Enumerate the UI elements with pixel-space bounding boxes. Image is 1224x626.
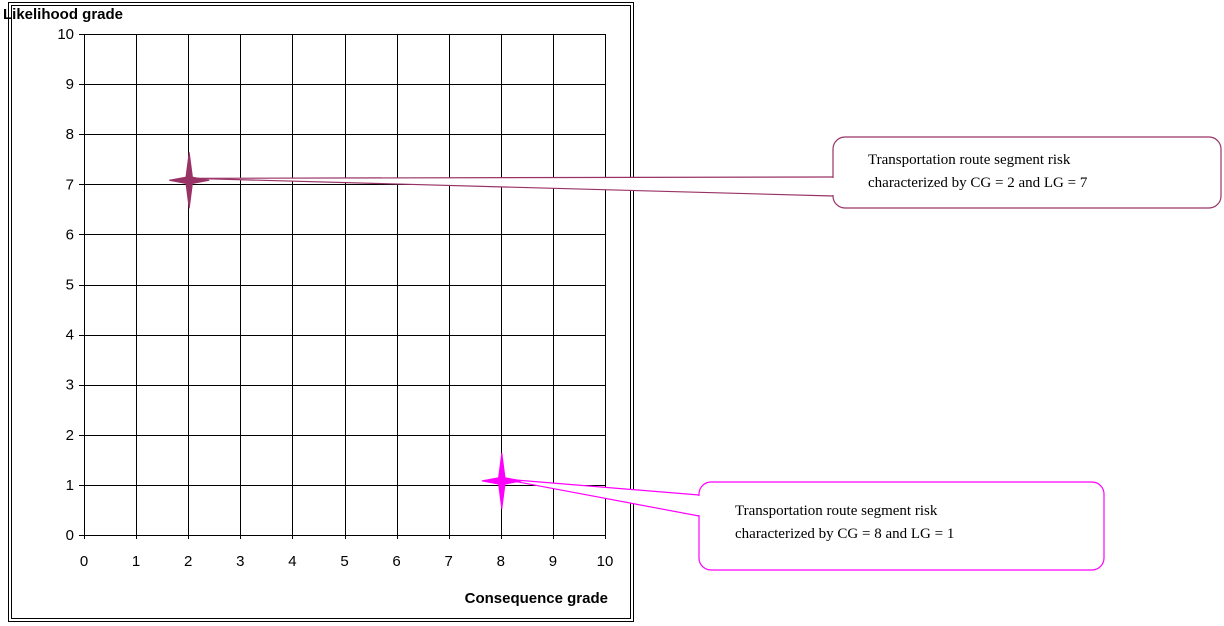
y-tick-label: 8 (66, 126, 74, 143)
callouts: Transportation route segment risk charact… (189, 136, 1222, 571)
markers (169, 152, 522, 509)
chart-frame (8, 2, 634, 622)
callout-text-line: characterized by CG = 8 and LG = 1 (735, 526, 954, 542)
callout-pointer (501, 478, 700, 517)
x-tick-label: 9 (549, 553, 557, 570)
y-tick-label: 0 (66, 527, 74, 544)
x-tick-label: 6 (392, 553, 400, 570)
x-tick-label: 4 (288, 553, 296, 570)
callout-box (832, 136, 1222, 209)
x-tick-label: 10 (597, 553, 614, 570)
callout-text-line: Transportation route segment risk (868, 152, 1071, 168)
chart-frame-inner (11, 5, 631, 619)
y-axis-title: Likelihood grade (3, 6, 123, 23)
x-tick-label: 0 (80, 553, 88, 570)
x-tick-label: 7 (445, 553, 453, 570)
x-tick-label: 2 (184, 553, 192, 570)
y-tick-label: 9 (66, 76, 74, 93)
data-point-star (481, 452, 522, 509)
x-axis-title: Consequence grade (465, 590, 608, 607)
y-tick-label: 4 (66, 327, 74, 344)
grid (79, 34, 606, 539)
callout-pointer (189, 176, 834, 197)
data-point-star (169, 152, 210, 209)
y-tick-label: 5 (66, 277, 74, 294)
y-tick-label: 1 (66, 477, 74, 494)
tick-labels: 0 1 2 3 4 5 6 7 8 9 10 0 1 2 3 4 5 6 7 8 9 10 (57, 26, 613, 570)
x-tick-label: 1 (132, 553, 140, 570)
y-tick-label: 10 (57, 26, 74, 43)
callout-text-line: Transportation route segment risk (735, 503, 938, 519)
y-tick-label: 3 (66, 377, 74, 394)
y-tick-label: 2 (66, 427, 74, 444)
callout-box (698, 481, 1105, 571)
callout-text-line: characterized by CG = 2 and LG = 7 (868, 175, 1088, 191)
x-tick-label: 8 (497, 553, 505, 570)
x-tick-label: 5 (340, 553, 348, 570)
y-tick-label: 7 (66, 176, 74, 193)
x-tick-label: 3 (236, 553, 244, 570)
y-tick-label: 6 (66, 226, 74, 243)
